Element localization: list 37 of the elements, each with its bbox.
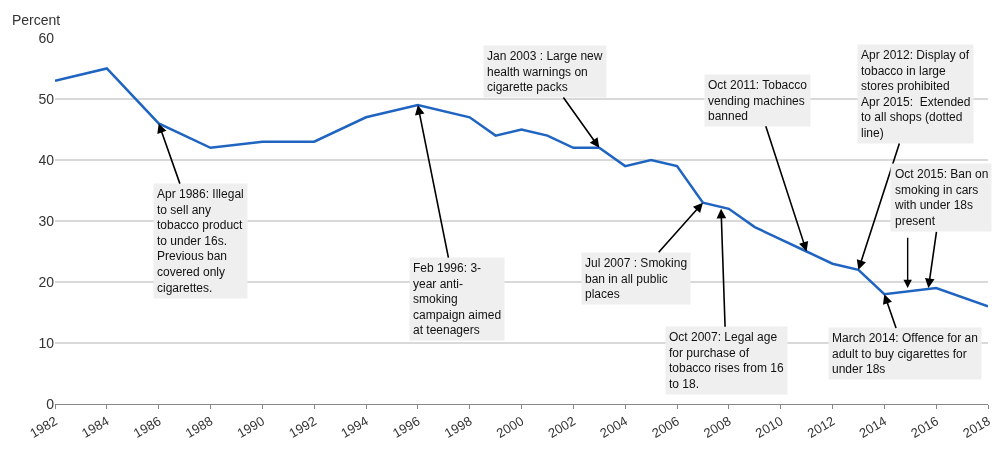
x-tick-label: 2014 — [856, 413, 890, 441]
y-axis-title: Percent — [12, 12, 61, 28]
annotation: Apr 2012: Display of tobacco in large stores prohibited Apr 2015: Extended to all shops (dotted line) — [861, 48, 971, 140]
x-tick-label: 1982 — [27, 413, 60, 441]
x-tick-label: 1984 — [79, 413, 112, 441]
x-tick-label: 2018 — [960, 413, 993, 441]
x-tick-label: 1990 — [234, 413, 268, 441]
x-tick-label: 2000 — [493, 413, 527, 441]
x-tick-label: 1992 — [286, 413, 319, 441]
y-tick-label: 30 — [38, 212, 55, 229]
x-tick-label: 1996 — [390, 413, 423, 441]
annotation: Apr 1986: Illegal to sell any tobacco product to under 16s. Previous ban covered only cigarettes. — [157, 187, 244, 295]
annotation: Jul 2007 : Smoking ban in all public places — [585, 256, 688, 302]
y-tick-label: 40 — [38, 151, 55, 168]
annotation: March 2014: Offence for an adult to buy cigarettes for under 18s — [832, 331, 978, 377]
x-tick-label: 2012 — [804, 413, 838, 441]
annotation: Oct 2007: Legal age for purchase of tobacco rises from 16 to 18. — [669, 330, 785, 391]
y-tick-label: 0 — [46, 395, 55, 412]
y-tick-label: 50 — [38, 90, 55, 107]
annotation: Jan 2003 : Large new health warnings on cigarette packs — [487, 49, 603, 95]
x-tick-label: 2004 — [597, 413, 630, 441]
x-tick-label: 1994 — [338, 413, 371, 441]
x-tick-label: 1986 — [130, 413, 164, 441]
y-tick-label: 60 — [38, 29, 55, 46]
annotation: Feb 1996: 3- year anti- smoking campaign aimed at teenagers — [413, 261, 502, 338]
annotation: Oct 2015: Ban on smoking in cars with under 18s present — [894, 167, 989, 228]
x-tick-label: 1988 — [182, 413, 216, 441]
x-tick-label: 2002 — [545, 413, 579, 441]
y-tick-label: 10 — [38, 334, 55, 351]
y-tick-label: 20 — [38, 273, 55, 290]
x-tick-label: 2016 — [908, 413, 941, 441]
x-tick-label: 2006 — [649, 413, 682, 441]
x-tick-label: 1998 — [441, 413, 475, 441]
x-tick-label: 2010 — [752, 413, 786, 441]
annotation: Oct 2011: Tobacco vending machines banned — [708, 78, 808, 124]
x-tick-label: 2008 — [701, 413, 734, 441]
line-series — [55, 67, 988, 308]
